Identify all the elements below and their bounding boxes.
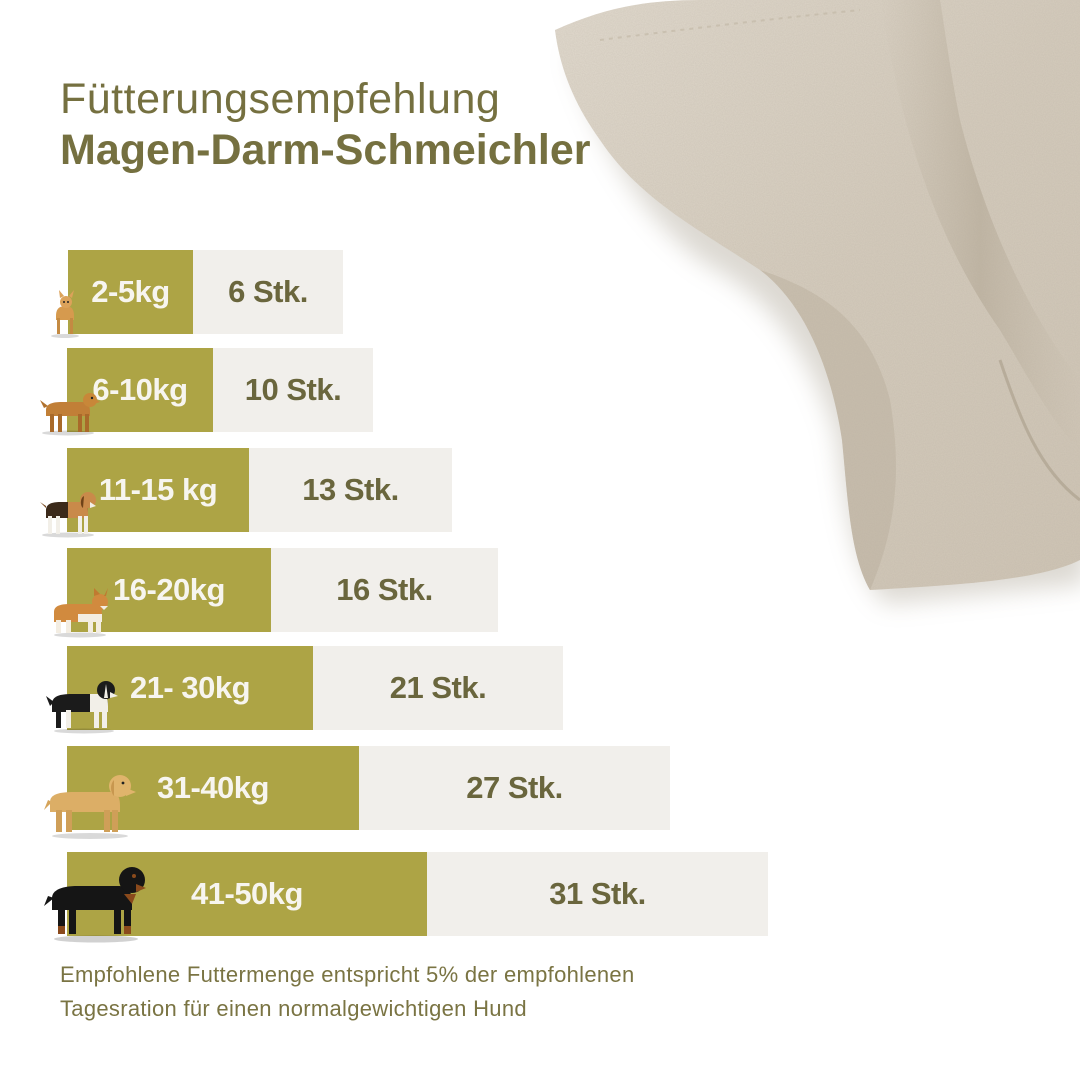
table-row: 11-15 kg 13 Stk. — [67, 448, 452, 532]
footnote-line: Tagesration für einen normalgewichtigen … — [60, 996, 527, 1021]
amount-cell: 16 Stk. — [271, 548, 498, 632]
weight-cell: 16-20kg — [67, 548, 271, 632]
table-row: 41-50kg 31 Stk. — [67, 852, 768, 936]
amount-label: 21 Stk. — [389, 670, 487, 705]
rottweiler-icon — [44, 867, 146, 943]
amount-cell: 10 Stk. — [213, 348, 373, 432]
footnote-line: Empfohlene Futtermenge entspricht 5% der… — [60, 962, 635, 987]
table-row: 6-10kg 10 Stk. — [67, 348, 373, 432]
amount-label: 10 Stk. — [244, 372, 342, 407]
chihuahua-icon — [51, 290, 79, 338]
amount-label: 16 Stk. — [336, 572, 433, 607]
weight-cell: 2-5kg — [68, 250, 193, 334]
corgi-icon — [54, 588, 108, 638]
weight-cell: 11-15 kg — [67, 448, 249, 532]
amount-cell: 13 Stk. — [249, 448, 452, 532]
title-line: Fütterungsempfehlung — [60, 75, 501, 123]
weight-cell: 6-10kg — [67, 348, 213, 432]
table-row: 31-40kg 27 Stk. — [67, 746, 670, 830]
weight-label: 2-5kg — [91, 274, 170, 309]
beagle-icon — [40, 492, 96, 538]
amount-cell: 27 Stk. — [359, 746, 670, 830]
table-row: 16-20kg 16 Stk. — [67, 548, 498, 632]
amount-cell: 21 Stk. — [313, 646, 563, 730]
weight-label: 11-15 kg — [98, 472, 218, 507]
footnote: Empfohlene Futtermenge entspricht 5% der… — [60, 958, 634, 1026]
weight-label: 31-40kg — [157, 770, 269, 805]
amount-label: 6 Stk. — [228, 274, 308, 309]
labrador-icon — [44, 775, 136, 839]
weight-label: 16-20kg — [113, 572, 225, 607]
amount-cell: 6 Stk. — [193, 250, 343, 334]
amount-label: 31 Stk. — [549, 876, 646, 911]
weight-label: 41-50kg — [191, 876, 303, 911]
page-title: Fütterungsempfehlung Magen-Darm-Schmeich… — [60, 74, 591, 176]
small-dog-icon — [40, 393, 100, 436]
weight-label: 21- 30kg — [129, 670, 251, 705]
weight-label: 6-10kg — [92, 372, 188, 407]
subtitle-line: Magen-Darm-Schmeichler — [60, 126, 591, 174]
amount-cell: 31 Stk. — [427, 852, 768, 936]
border-collie-icon — [46, 681, 118, 734]
table-row: 21- 30kg 21 Stk. — [67, 646, 563, 730]
table-row: 2-5kg 6 Stk. — [68, 250, 343, 334]
amount-label: 13 Stk. — [302, 472, 399, 507]
amount-label: 27 Stk. — [466, 770, 563, 805]
